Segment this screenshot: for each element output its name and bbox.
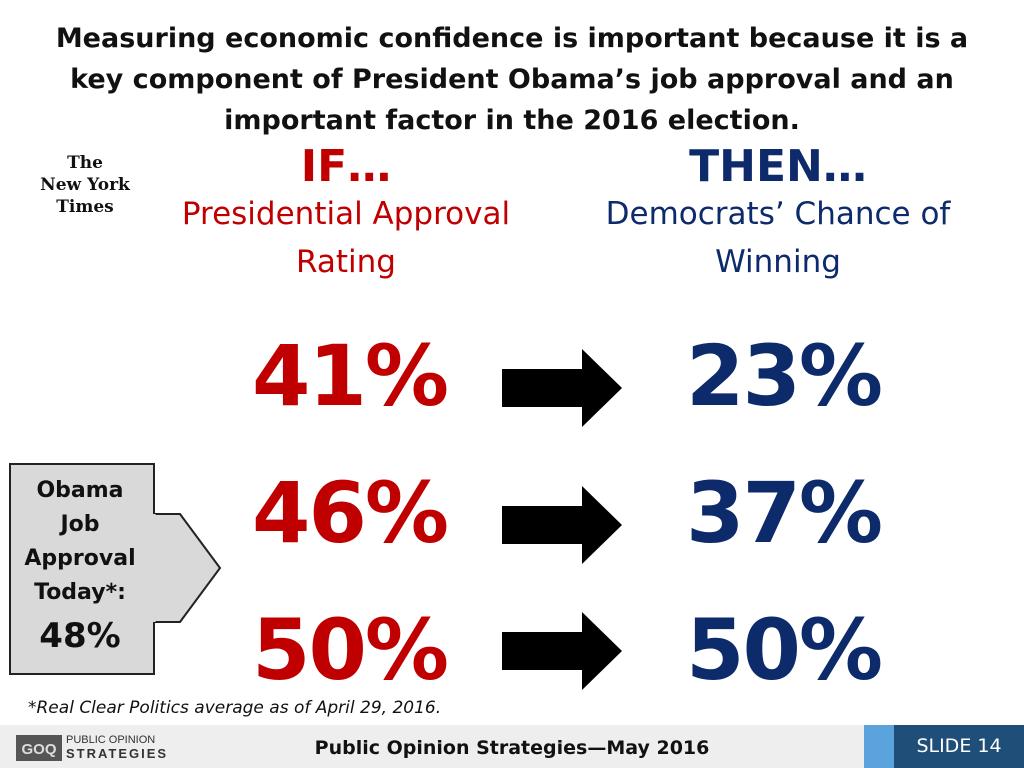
approval-subheading: Presidential Approval Rating [166, 190, 526, 286]
slide-headline: Measuring economic confidence is importa… [55, 23, 969, 136]
nyt-logo: The New York Times [40, 152, 130, 218]
chance-subheading-line: Democrats’ Chance of [605, 196, 951, 232]
nyt-logo-line: The [67, 153, 103, 173]
nyt-logo-line: New York [40, 175, 130, 195]
svg-text:GOQ: GOQ [21, 741, 56, 758]
callout-line: Today*: [34, 580, 126, 605]
callout-line: Approval [24, 546, 136, 571]
right-arrow-icon [502, 612, 622, 690]
right-arrow-icon [502, 486, 622, 564]
if-heading: IF… [300, 141, 392, 192]
logo-line: STRATEGIES [66, 746, 169, 761]
pos-logo-icon: GOQ [16, 735, 62, 761]
chance-value: 37% [686, 464, 883, 562]
then-heading: THEN… [689, 141, 867, 192]
slide-accent-bar [864, 725, 894, 768]
footer-bar [0, 725, 1024, 768]
approval-callout-box [9, 463, 222, 675]
nyt-logo-line: Times [56, 197, 114, 217]
approval-value: 41% [252, 327, 449, 425]
logo-line: PUBLIC OPINION [66, 734, 156, 746]
chance-value: 50% [686, 601, 883, 699]
chance-column-header: THEN… Democrats’ Chance of Winning [590, 140, 966, 286]
approval-value: 46% [252, 464, 449, 562]
chance-subheading-line: Winning [715, 244, 841, 280]
approval-value: 50% [252, 601, 449, 699]
approval-column-header: IF… Presidential Approval Rating [166, 140, 526, 286]
right-arrow-icon [502, 349, 622, 427]
footnote: *Real Clear Politics average as of April… [28, 698, 442, 718]
chance-value: 23% [686, 327, 883, 425]
footer-credit: Public Opinion Strategies—May 2016 [314, 737, 710, 759]
chance-subheading: Democrats’ Chance of Winning [590, 190, 966, 286]
approval-subheading-line: Presidential Approval [181, 196, 511, 232]
callout-line: Obama [36, 478, 124, 503]
slide-number: SLIDE 14 [894, 725, 1024, 768]
callout-line: Job [60, 512, 100, 537]
current-approval-value: 48% [39, 616, 121, 656]
approval-callout-text: Obama Job Approval Today*: 48% [18, 474, 142, 660]
approval-subheading-line: Rating [296, 244, 396, 280]
pos-logo-text: PUBLIC OPINION STRATEGIES [66, 733, 168, 761]
